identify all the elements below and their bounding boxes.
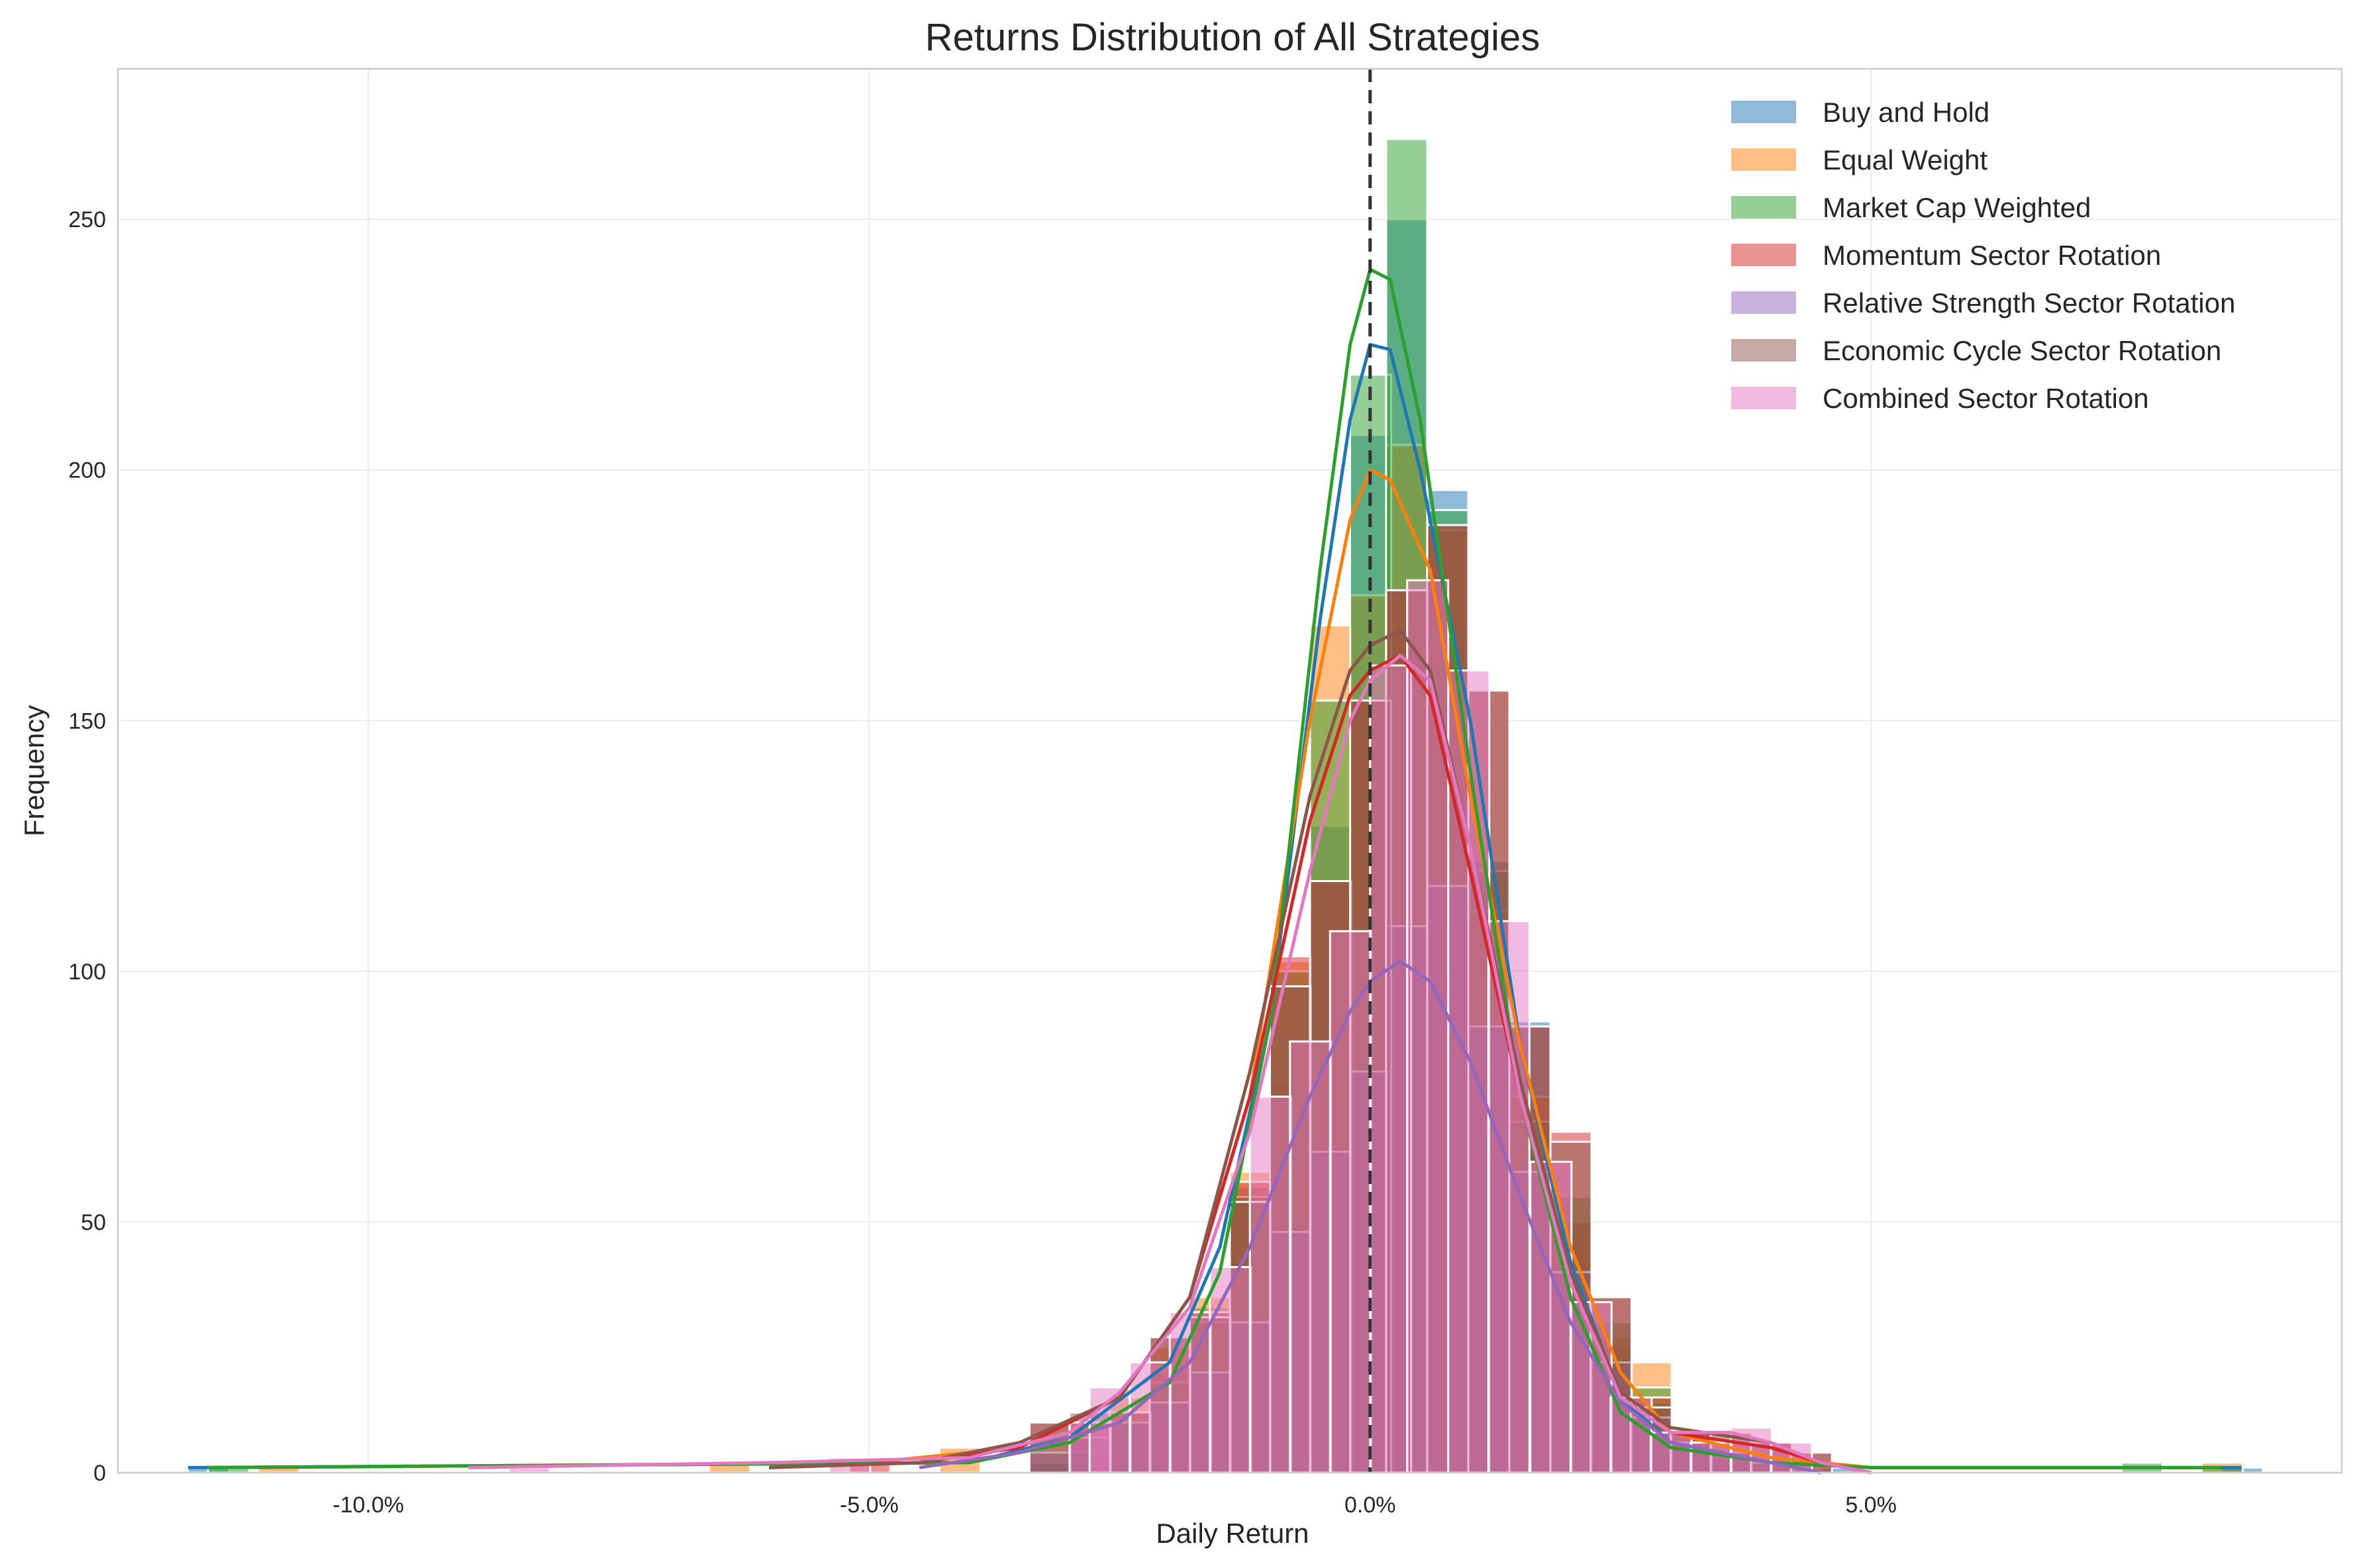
histogram-bar [1487,920,1531,1474]
histogram-bar [1369,664,1413,1474]
x-tick-label: 5.0% [1845,1493,1897,1518]
legend-item: Buy and Hold [1731,97,1989,128]
y-tick-label: 250 [68,207,106,232]
legend-item: Momentum Sector Rotation [1731,240,2161,271]
x-tick-label: 0.0% [1344,1493,1396,1518]
legend-label: Buy and Hold [1823,97,1989,128]
legend-item: Combined Sector Rotation [1731,383,2149,414]
y-tick-label: 50 [81,1210,106,1235]
histogram-bar [1209,1266,1252,1474]
legend-label: Combined Sector Rotation [1823,383,2149,414]
legend-swatch [1731,101,1796,123]
kde-curve [919,959,1821,1475]
histogram-bar [1406,579,1450,1474]
plot-area [117,68,2343,1475]
y-tick-label: 150 [68,709,106,734]
y-tick-label: 0 [93,1461,106,1486]
kde-curve [468,654,1872,1475]
legend-label: Market Cap Weighted [1823,192,2091,223]
legend-label: Momentum Sector Rotation [1823,240,2161,271]
legend-label: Equal Weight [1823,144,1988,175]
x-tick-label: -5.0% [840,1493,899,1518]
y-tick-label: 200 [68,458,106,483]
legend-swatch [1731,291,1796,314]
histogram-bar [1248,1095,1292,1474]
histogram-bar [1289,1040,1333,1474]
legend-swatch [1731,196,1796,219]
histogram-bar [1329,930,1372,1474]
legend-item: Market Cap Weighted [1731,192,2091,223]
kde-curve [769,628,1872,1475]
legend-label: Economic Cycle Sector Rotation [1823,335,2221,366]
y-tick-label: 100 [68,959,106,985]
x-tick-label: -10.0% [332,1493,404,1518]
legend-swatch [1731,387,1796,409]
histogram-bar [1129,1361,1172,1474]
plot-frame [117,68,2343,1474]
x-axis-label: Daily Return [1156,1518,1309,1549]
legend-item: Relative Strength Sector Rotation [1731,287,2235,318]
y-axis-label: Frequency [19,705,50,836]
legend-label: Relative Strength Sector Rotation [1823,287,2235,318]
chart-title: Returns Distribution of All Strategies [925,16,1540,59]
legend-swatch [1731,244,1796,266]
y-axis-ticks: 0 50 100 150 200 250 [68,207,106,1486]
x-axis-ticks: -10.0% -5.0% 0.0% 5.0% [332,1493,1897,1518]
legend-item: Economic Cycle Sector Rotation [1731,335,2221,366]
legend: Buy and Hold Equal Weight Market Cap Weigh… [1731,97,2235,414]
kde-curve [208,268,2222,1469]
legend-swatch [1731,339,1796,362]
kde-curves [187,268,2242,1475]
legend-item: Equal Weight [1731,144,1988,175]
legend-swatch [1731,148,1796,171]
